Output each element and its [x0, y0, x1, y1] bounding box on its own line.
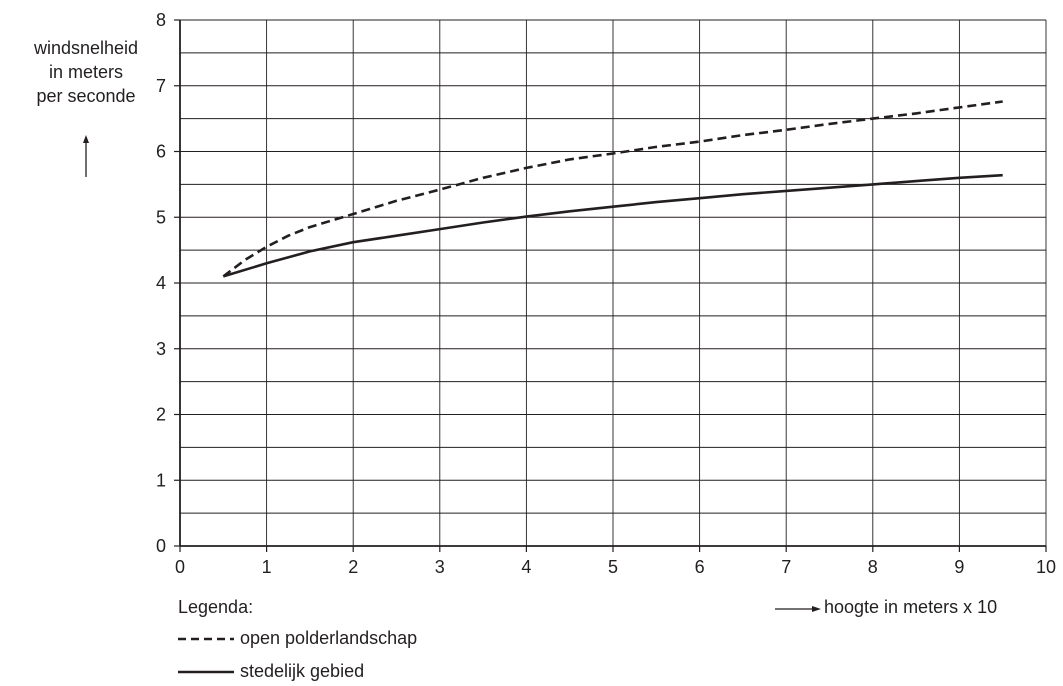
x-tick-label: 10 [1036, 557, 1056, 577]
y-tick-label: 0 [156, 536, 166, 556]
y-tick-labels: 0 1 2 3 4 5 6 7 8 [156, 10, 166, 556]
solid-line-swatch-icon [178, 670, 234, 673]
dashed-line-swatch-icon [178, 637, 234, 640]
x-tick-label: 9 [954, 557, 964, 577]
y-tick-label: 6 [156, 142, 166, 162]
x-tick-labels: 0 1 2 3 4 5 6 7 8 9 10 [175, 557, 1056, 577]
x-tick-label: 8 [868, 557, 878, 577]
legend: Legenda: open polderlandschap stedelijk … [178, 594, 417, 686]
x-tick-label: 0 [175, 557, 185, 577]
x-axis-label: hoogte in meters x 10 [824, 597, 998, 617]
y-axis-label: windsnelheid in meters per seconde [0, 36, 172, 108]
legend-item-stedelijk-gebied: stedelijk gebied [178, 657, 417, 686]
y-axis-label-line-1: windsnelheid [33, 38, 139, 58]
legend-label-stedelijk-gebied: stedelijk gebied [240, 661, 365, 681]
y-axis-label-line-2: in meters [48, 62, 124, 82]
y-tick-label: 8 [156, 10, 166, 30]
series-line-stedelijk-gebied [222, 173, 1003, 278]
x-tick-label: 5 [608, 557, 618, 577]
series-line-open-polderlandschap [222, 100, 1003, 278]
y-tick-label: 7 [156, 76, 166, 96]
y-tick-label: 3 [156, 339, 166, 359]
y-axis-label-line-3: per seconde [36, 86, 136, 106]
axes [174, 19, 1047, 552]
legend-item-open-polderlandschap: open polderlandschap [178, 624, 417, 653]
grid-lines [180, 19, 1047, 546]
y-tick-label: 1 [156, 470, 166, 490]
legend-label-open-polderlandschap: open polderlandschap [240, 628, 418, 648]
x-tick-label: 4 [521, 557, 531, 577]
x-tick-label: 7 [781, 557, 791, 577]
x-tick-label: 1 [262, 557, 272, 577]
x-tick-label: 6 [695, 557, 705, 577]
x-tick-label: 3 [435, 557, 445, 577]
x-axis-arrow-icon [775, 606, 821, 612]
legend-title: Legenda: [178, 597, 254, 617]
y-tick-label: 4 [156, 273, 166, 293]
series-lines [222, 100, 1003, 278]
y-tick-label: 5 [156, 207, 166, 227]
y-tick-label: 2 [156, 405, 166, 425]
y-axis-arrow-icon [83, 135, 89, 177]
x-tick-label: 2 [348, 557, 358, 577]
